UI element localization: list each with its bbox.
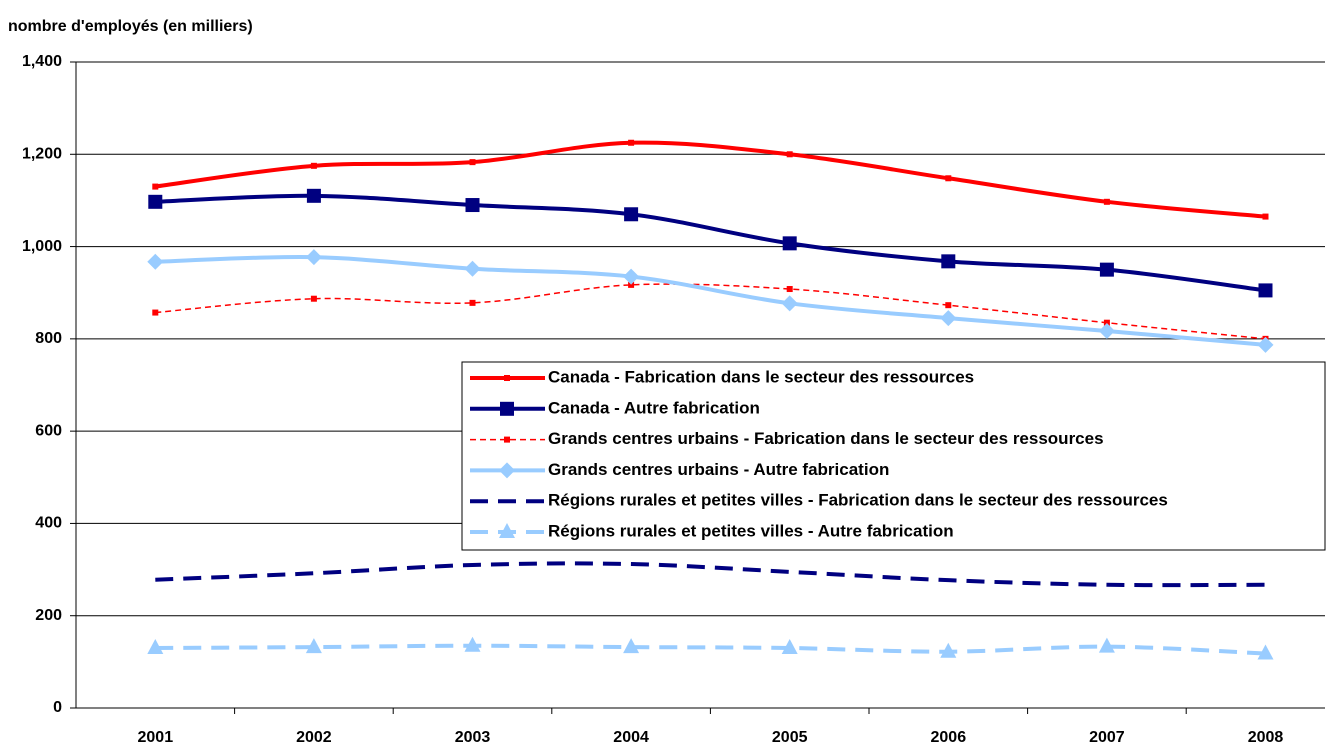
marker [306,188,321,203]
marker [945,175,952,182]
y-tick-label: 1,400 [22,53,62,70]
marker [786,286,793,293]
x-tick-label: 2008 [1248,729,1284,746]
marker [624,207,639,222]
marker [940,310,957,327]
marker [1257,336,1274,353]
marker [464,260,481,277]
y-tick-label: 600 [35,422,62,439]
x-tick-label: 2002 [296,729,332,746]
marker [1098,637,1115,653]
y-tick-label: 1,000 [22,238,62,255]
series-line [155,193,1266,293]
marker [504,375,510,381]
marker [147,639,164,655]
marker [623,638,640,654]
x-tick-label: 2004 [613,729,649,746]
series-line [155,140,1266,219]
marker [152,183,159,190]
legend-label: Grands centres urbains - Autre fabricati… [548,460,889,479]
marker [305,638,322,654]
marker [499,462,515,479]
marker [469,299,476,306]
marker [147,253,164,270]
y-tick-label: 0 [53,699,62,716]
marker [464,636,481,652]
x-tick-label: 2001 [138,729,174,746]
marker [1098,323,1115,340]
series-line [155,643,1266,656]
legend-box [461,361,1326,551]
x-tick-label: 2005 [772,729,808,746]
marker [628,281,635,288]
marker [499,523,515,538]
series-line [155,561,1266,588]
marker [1262,213,1269,220]
x-tick-label: 2003 [455,729,491,746]
marker [310,162,317,169]
marker [628,139,635,146]
marker [148,194,163,209]
marker [1103,198,1110,205]
x-tick-label: 2007 [1089,729,1125,746]
legend-label: Canada - Autre fabrication [548,398,760,417]
y-tick-label: 800 [35,330,62,347]
marker [1103,319,1110,326]
marker [786,151,793,158]
marker [465,198,480,213]
marker [781,639,798,655]
y-tick-label: 1,200 [22,146,62,163]
marker [781,295,798,312]
marker [504,436,510,443]
marker [1257,644,1274,660]
legend-label: Grands centres urbains - Fabrication dan… [548,429,1104,448]
legend-label: Régions rurales et petites villes - Autr… [548,521,954,540]
marker [945,302,952,309]
legend-label: Régions rurales et petites villes - Fabr… [548,491,1168,510]
marker [1258,283,1273,298]
series-line [155,255,1266,347]
marker [500,401,514,416]
x-tick-label: 2006 [931,729,967,746]
marker [469,159,476,166]
marker [310,295,317,302]
marker [152,309,159,316]
marker [940,642,957,658]
marker [623,268,640,285]
y-tick-label: 200 [35,607,62,624]
marker [782,236,797,251]
legend-label: Canada - Fabrication dans le secteur des… [548,367,974,386]
y-tick-label: 400 [35,515,62,532]
marker [305,249,322,266]
marker [941,254,956,269]
y-axis-label: nombre d'employés (en milliers) [8,18,253,35]
marker [1099,262,1114,277]
